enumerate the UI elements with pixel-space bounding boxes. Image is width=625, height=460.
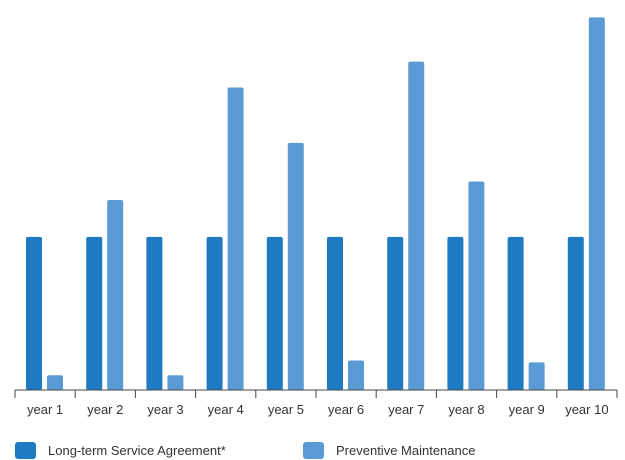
legend-label-pm: Preventive Maintenance <box>336 442 476 458</box>
x-tick-label-4: year 4 <box>208 402 244 417</box>
x-tick-label-3: year 3 <box>147 402 183 417</box>
bar-pm-6 <box>348 360 364 390</box>
bar-pm-2 <box>107 200 124 390</box>
bar-lsa-9 <box>507 236 524 390</box>
bar-pm-4 <box>227 87 244 390</box>
x-tick-label-6: year 6 <box>328 402 364 417</box>
bar-pm-9 <box>528 362 545 390</box>
x-tick-label-8: year 8 <box>448 402 484 417</box>
bar-lsa-7 <box>387 236 404 390</box>
bar-lsa-5 <box>266 236 283 390</box>
x-tick-label-9: year 9 <box>509 402 545 417</box>
bar-lsa-3 <box>146 236 163 390</box>
legend: Long-term Service Agreement* Preventive … <box>15 440 615 460</box>
x-tick-label-1: year 1 <box>27 402 63 417</box>
legend-item-preventive-maintenance: Preventive Maintenance <box>303 440 475 460</box>
bar-pm-8 <box>468 181 485 390</box>
legend-swatch-lsa <box>15 441 36 459</box>
x-axis <box>14 389 618 398</box>
x-tick-label-10: year 10 <box>565 402 608 417</box>
x-tick-label-2: year 2 <box>87 402 123 417</box>
bar-pm-7 <box>408 61 425 391</box>
legend-item-long-term-service-agreement: Long-term Service Agreement* <box>15 440 226 460</box>
legend-swatch-pm <box>303 441 324 459</box>
bar-pm-5 <box>287 142 304 390</box>
bar-lsa-6 <box>327 236 343 390</box>
bar-lsa-2 <box>86 236 103 390</box>
bar-pm-10 <box>588 17 605 391</box>
x-tick-labels: year 1 year 2 year 3 year 4 year 5 year 6 year… <box>27 402 609 417</box>
x-tick-label-7: year 7 <box>388 402 424 417</box>
bars-group <box>26 17 605 391</box>
x-tick-label-5: year 5 <box>268 402 304 417</box>
bar-lsa-8 <box>447 236 464 390</box>
bar-pm-3 <box>167 375 184 390</box>
bar-pm-1 <box>47 375 63 390</box>
bar-lsa-1 <box>26 236 42 390</box>
bar-lsa-4 <box>206 236 223 390</box>
bar-lsa-10 <box>567 236 584 390</box>
legend-label-lsa: Long-term Service Agreement* <box>48 442 226 458</box>
